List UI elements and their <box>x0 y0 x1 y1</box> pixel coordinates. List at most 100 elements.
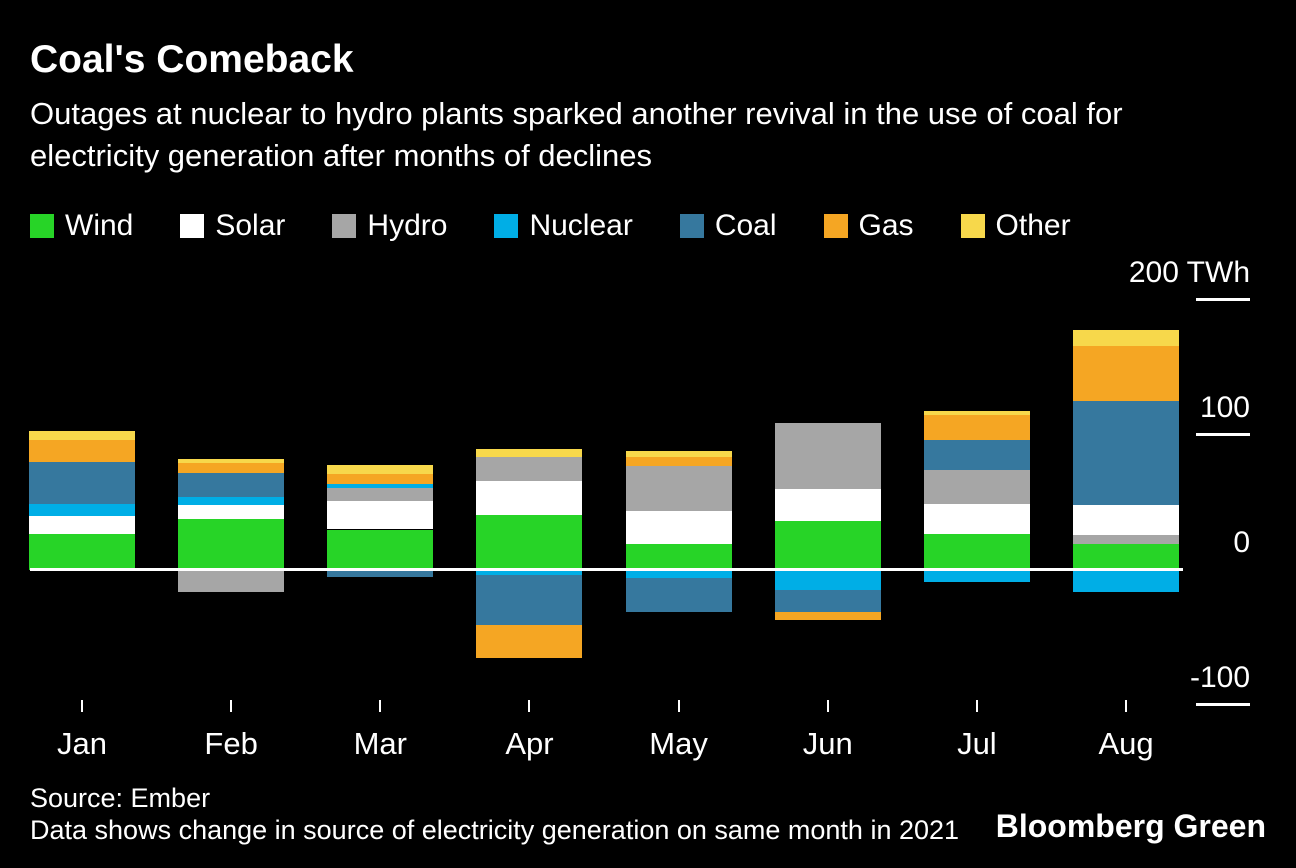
bar-segment-feb-hydro <box>178 570 285 592</box>
x-label-may: May <box>649 726 708 761</box>
y-axis-label-100: 100 <box>1199 391 1250 424</box>
x-label-jan: Jan <box>57 726 107 761</box>
x-label-apr: Apr <box>505 726 554 761</box>
bar-segment-mar-solar <box>327 501 434 530</box>
bar-segment-jan-coal <box>29 462 135 504</box>
legend-label: Other <box>995 209 1071 242</box>
bar-segment-jul-wind <box>923 533 1030 570</box>
bar-segment-mar-wind <box>327 529 434 570</box>
bar-segment-feb-nuclear <box>178 497 285 506</box>
y-axis-label-200: 200 TWh <box>1128 256 1250 289</box>
bar-segment-apr-nuclear <box>476 570 583 576</box>
bar-segment-apr-wind <box>476 514 583 570</box>
zero-axis-line <box>30 568 1183 571</box>
bar-segment-may-coal <box>625 578 732 612</box>
bar-segment-jun-wind <box>774 521 881 570</box>
x-label-feb: Feb <box>204 726 258 761</box>
x-label-aug: Aug <box>1098 726 1154 761</box>
bar-segment-may-other <box>625 451 732 457</box>
bar-segment-aug-wind <box>1073 544 1180 570</box>
x-tick-may <box>677 700 680 712</box>
x-tick-apr <box>528 700 531 712</box>
x-tick-aug <box>1125 700 1128 712</box>
bar-segment-jan-nuclear <box>29 503 135 516</box>
nuclear-swatch-icon <box>494 214 519 238</box>
legend-item-hydro: Hydro <box>332 209 447 243</box>
bar-segment-aug-solar <box>1073 505 1180 535</box>
bar-segment-mar-hydro <box>327 487 434 502</box>
bar-segment-jan-gas <box>29 440 135 462</box>
y-axis-tickline--100 <box>1196 703 1250 706</box>
legend-label: Hydro <box>367 209 448 242</box>
bar-segment-jul-solar <box>923 503 1030 534</box>
bar-segment-feb-coal <box>178 472 285 498</box>
bar-segment-aug-coal <box>1073 401 1180 506</box>
x-tick-feb <box>230 700 233 712</box>
legend-item-other: Other <box>960 209 1071 243</box>
y-axis-label--100: -100 <box>1189 661 1250 694</box>
bar-segment-aug-nuclear <box>1073 570 1180 592</box>
bar-segment-apr-other <box>476 448 583 457</box>
x-label-jun: Jun <box>802 726 853 761</box>
footnote-text: Data shows change in source of electrici… <box>30 815 960 845</box>
bar-segment-jun-hydro <box>774 422 881 489</box>
source-text: Source: Ember <box>30 783 211 813</box>
x-label-jul: Jul <box>957 726 997 761</box>
other-swatch-icon <box>960 214 985 238</box>
x-tick-jan <box>81 700 83 712</box>
bar-segment-apr-solar <box>476 480 583 515</box>
bar-segment-mar-gas <box>327 474 434 484</box>
y-axis-tickline-100 <box>1196 433 1250 436</box>
coal-swatch-icon <box>679 214 704 238</box>
x-tick-jul <box>975 700 978 712</box>
legend-label: Nuclear <box>529 209 633 242</box>
bar-segment-jun-nuclear <box>774 570 881 591</box>
bar-segment-may-hydro <box>625 466 732 511</box>
bar-segment-jul-gas <box>923 414 1030 441</box>
page-title: Coal's Comeback <box>30 38 354 81</box>
wind-swatch-icon <box>30 214 54 238</box>
legend-label: Solar <box>215 209 286 242</box>
bar-segment-mar-other <box>327 464 434 475</box>
bar-segment-may-solar <box>625 510 732 545</box>
bar-segment-feb-gas <box>178 463 285 473</box>
bar-segment-feb-solar <box>178 505 285 519</box>
x-tick-mar <box>379 700 382 712</box>
gas-swatch-icon <box>823 214 848 238</box>
bar-segment-jan-solar <box>29 516 135 534</box>
bar-segment-jan-other <box>29 430 135 441</box>
hydro-swatch-icon <box>332 214 357 238</box>
x-label-mar: Mar <box>353 726 407 761</box>
bar-segment-may-nuclear <box>625 570 732 579</box>
chart-subtitle: Outages at nuclear to hydro plants spark… <box>30 96 1123 173</box>
bar-segment-may-gas <box>625 456 732 467</box>
legend-item-coal: Coal <box>679 209 777 243</box>
bar-segment-jun-gas <box>774 611 881 620</box>
chart-legend: Wind Solar Hydro Nuclear Coal Gas Other <box>30 209 1071 243</box>
legend-label: Wind <box>65 209 134 242</box>
legend-item-nuclear: Nuclear <box>494 209 633 243</box>
legend-label: Coal <box>714 209 777 242</box>
bar-segment-jun-coal <box>774 590 881 612</box>
x-tick-jun <box>826 700 829 712</box>
bar-segment-mar-nuclear <box>327 483 434 488</box>
bar-segment-aug-gas <box>1073 345 1180 402</box>
bar-segment-feb-other <box>178 459 285 464</box>
legend-item-gas: Gas <box>823 209 914 243</box>
bar-segment-feb-wind <box>178 518 285 570</box>
bar-segment-mar-coal <box>327 570 434 577</box>
bar-segment-aug-hydro <box>1073 534 1180 545</box>
bar-segment-jul-other <box>923 410 1030 415</box>
bar-segment-aug-other <box>1073 329 1180 346</box>
legend-item-wind: Wind <box>30 209 133 243</box>
bar-segment-jul-nuclear <box>923 570 1030 583</box>
legend-label: Gas <box>858 209 914 242</box>
legend-item-solar: Solar <box>180 209 285 243</box>
bar-segment-jul-coal <box>923 440 1030 471</box>
bar-segment-apr-coal <box>476 575 583 626</box>
solar-swatch-icon <box>180 214 205 238</box>
bar-segment-jan-wind <box>29 533 135 570</box>
bar-segment-apr-gas <box>476 625 583 658</box>
bar-segment-may-wind <box>625 544 732 570</box>
bar-segment-apr-hydro <box>476 456 583 481</box>
